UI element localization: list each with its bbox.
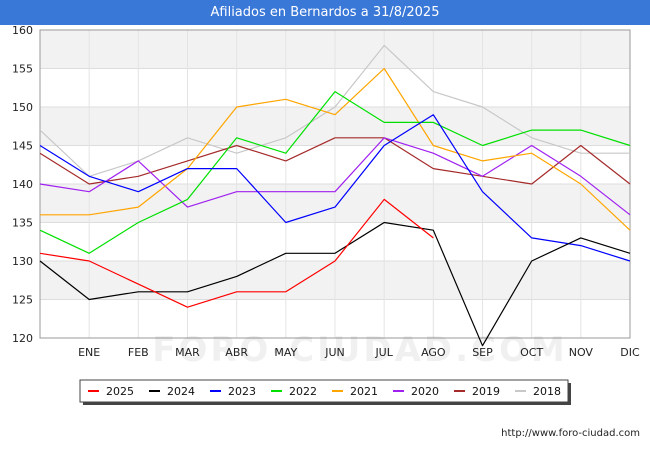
source-url: http://www.foro-ciudad.com [501, 428, 640, 439]
legend: 2025 2024 2023 2022 2021 2020 2019 2018 [79, 379, 571, 405]
legend-label-2021: 2021 [350, 385, 378, 398]
y-tick-label: 145 [12, 140, 33, 153]
y-tick-label: 120 [12, 332, 33, 345]
series-line-2020 [39, 137, 631, 216]
series-line-2024 [39, 221, 631, 347]
x-tick-label: OCT [520, 346, 543, 359]
x-tick-label: ABR [225, 346, 248, 359]
y-tick-label: 135 [12, 217, 33, 230]
x-tick-label: FEB [128, 346, 149, 359]
chart-title-text: Afiliados en Bernardos a 31/8/2025 [210, 5, 440, 20]
watermark: FORO-CIUDAD.COM [152, 330, 568, 370]
legend-box [79, 379, 569, 403]
legend-label-2024: 2024 [167, 385, 195, 398]
legend-label-2022: 2022 [289, 385, 317, 398]
series-lines [39, 44, 631, 347]
y-tick-label: 125 [12, 294, 33, 307]
series-line-2021 [40, 67, 631, 231]
x-tick-label: SEP [472, 346, 493, 359]
x-tick-label: MAR [175, 346, 200, 359]
chart-title: Afiliados en Bernardos a 31/8/2025 [0, 0, 650, 25]
x-tick-label: DIC [620, 346, 640, 359]
x-axis-ticks: ENE FEB MAR ABR MAY JUN JUL AGO SEP OCT NOV DIC [78, 346, 640, 359]
x-tick-label: AGO [421, 346, 446, 359]
legend-label-2019: 2019 [472, 385, 500, 398]
series-line-2019 [39, 137, 631, 185]
x-tick-label: JUL [374, 346, 393, 359]
x-tick-label: ENE [78, 346, 100, 359]
y-tick-label: 155 [12, 63, 33, 76]
x-tick-label: NOV [569, 346, 594, 359]
x-tick-label: JUN [324, 346, 345, 359]
legend-label-2020: 2020 [411, 385, 439, 398]
legend-label-2025: 2025 [106, 385, 134, 398]
y-axis-ticks: 120 125 130 135 140 145 150 155 160 [12, 24, 33, 345]
legend-label-2018: 2018 [533, 385, 561, 398]
series-line-2022 [39, 90, 631, 254]
y-tick-label: 130 [12, 255, 33, 268]
y-tick-label: 150 [12, 101, 33, 114]
y-tick-label: 140 [12, 178, 33, 191]
series-line-2025 [39, 198, 434, 308]
y-tick-label: 160 [12, 24, 33, 37]
series-line-2023 [39, 114, 631, 262]
x-tick-label: MAY [274, 346, 297, 359]
legend-label-2023: 2023 [228, 385, 256, 398]
